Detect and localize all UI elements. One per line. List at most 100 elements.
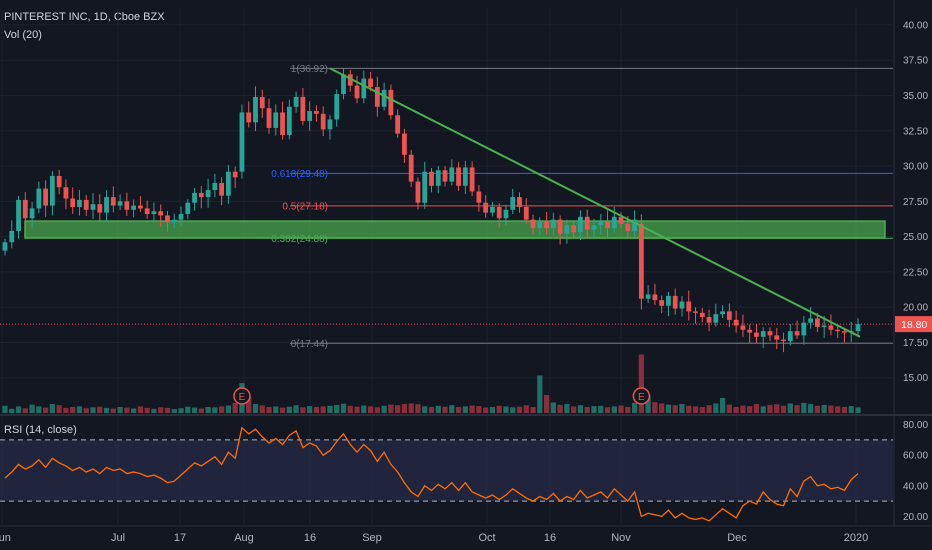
volume-bar: [212, 407, 218, 413]
candle-body: [787, 331, 793, 342]
volume-bar: [90, 407, 96, 413]
volume-bar: [841, 407, 848, 413]
candle-body: [341, 74, 346, 95]
candle-body: [578, 216, 583, 233]
volume-bar: [557, 404, 563, 413]
candle-body: [686, 301, 692, 312]
price-tick-label: 37.50: [903, 56, 928, 67]
volume-bar: [442, 406, 448, 413]
candle-body: [171, 219, 177, 223]
candle-body: [368, 78, 373, 88]
volume-bar: [232, 402, 238, 413]
volume-bar: [577, 405, 584, 413]
candle-body: [672, 295, 678, 309]
price-tick-label: 32.50: [903, 126, 928, 137]
volume-bar: [137, 406, 143, 413]
volume-bar: [56, 405, 62, 413]
volume-bar: [381, 405, 387, 413]
volume-bar: [327, 405, 333, 413]
fib-level-label: 0.5(27.18): [282, 201, 328, 212]
volume-bar: [300, 407, 306, 413]
volume-bar: [848, 406, 854, 413]
candle-body: [158, 211, 164, 216]
candle-body: [659, 300, 665, 306]
price-tick-label: 15.00: [903, 373, 928, 384]
candle-body: [165, 215, 170, 223]
volume-bar: [760, 406, 766, 413]
volume-bar: [178, 408, 184, 413]
candle-body: [205, 190, 211, 198]
candle-body: [429, 171, 434, 186]
candle-body: [814, 318, 820, 327]
time-tick-label: 17: [174, 532, 186, 544]
volume-bar: [29, 404, 35, 413]
earnings-marker-label: E: [638, 392, 645, 403]
volume-bar: [713, 403, 719, 413]
price-tick-label: 27.50: [903, 197, 928, 208]
candle-body: [828, 325, 834, 330]
candle-body: [422, 171, 428, 203]
time-tick-label: 2020: [844, 532, 868, 544]
volume-bar: [70, 407, 76, 413]
candle-body: [557, 219, 563, 234]
volume-bar: [320, 406, 326, 413]
volume-bar: [340, 403, 347, 413]
volume-bar: [828, 405, 834, 413]
candle-body: [253, 96, 258, 123]
volume-bar: [604, 407, 611, 413]
volume-bar: [516, 406, 523, 413]
candle-body: [327, 119, 333, 130]
candle-body: [611, 216, 617, 229]
symbol-legend: PINTEREST INC, 1D, Cboe BZX: [4, 11, 165, 23]
candle-body: [144, 208, 150, 215]
candle-body: [49, 175, 55, 206]
volume-bar: [618, 405, 624, 413]
candle-body: [219, 182, 225, 196]
candle-body: [754, 332, 759, 337]
candle-body: [97, 204, 103, 213]
candle-body: [733, 319, 739, 326]
candle-body: [435, 170, 441, 186]
price-tick-label: 25.00: [903, 232, 928, 243]
candle-body: [300, 96, 306, 121]
candle-body: [131, 205, 137, 210]
earnings-marker: [632, 387, 651, 405]
volume-bar: [273, 406, 279, 413]
candle-body: [2, 242, 8, 251]
rsi-band: [0, 439, 893, 502]
volume-bar: [422, 406, 428, 413]
candle-body: [693, 311, 698, 313]
candle-body: [456, 167, 461, 186]
candle-body: [104, 197, 109, 213]
candle-body: [361, 78, 367, 99]
fib-level-label: 0.618(29.48): [271, 169, 328, 180]
volume-bar: [780, 405, 787, 413]
candle-body: [77, 199, 82, 207]
volume-bar: [801, 402, 807, 413]
volume-bar: [279, 407, 286, 413]
candle-body: [280, 112, 285, 136]
candle-body: [625, 223, 631, 231]
earnings-marker-label: E: [239, 392, 246, 403]
candle-body: [36, 188, 42, 209]
candle-body: [726, 311, 732, 320]
volume-bar: [117, 407, 123, 413]
time-tick-label: Dec: [727, 532, 747, 544]
volume-bar: [496, 405, 502, 413]
volume-bar: [225, 405, 232, 413]
volume-bar: [415, 404, 421, 413]
volume-bar: [483, 407, 489, 413]
volume-bar: [631, 402, 638, 413]
volume-bar: [571, 406, 577, 413]
volume-bar: [63, 407, 69, 413]
candle-body: [22, 199, 28, 219]
candle-body: [666, 295, 671, 306]
candle-body: [239, 112, 245, 172]
candle-body: [70, 198, 76, 207]
volume-bar: [76, 406, 83, 413]
candle-body: [29, 208, 35, 219]
volume-bar: [774, 404, 780, 413]
volume-bar: [747, 406, 753, 413]
volume-bar: [808, 404, 814, 413]
